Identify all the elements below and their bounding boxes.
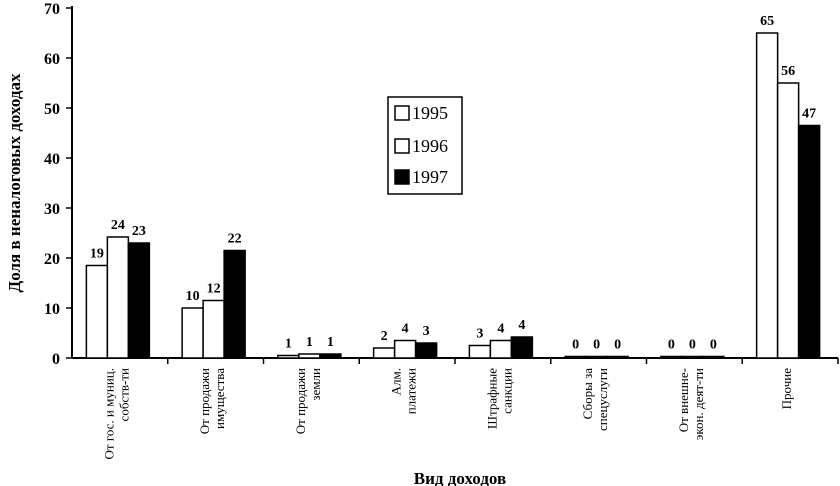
legend-label-1997: 1997 — [412, 167, 448, 187]
category-label-2: От продажиземли — [293, 368, 323, 434]
y-axis-title: Доля в неналоговых доходах — [5, 73, 24, 292]
data-label-1996-1: 12 — [207, 282, 221, 297]
data-label-1995-6: 0 — [668, 338, 675, 353]
data-label-1996-3: 4 — [402, 322, 409, 337]
category-label-3: Алм.платежи — [389, 368, 419, 414]
category-label-7: Прочие — [779, 368, 794, 410]
category-label-line: платежи — [404, 368, 419, 414]
data-label-1997-2: 1 — [327, 335, 334, 350]
bar-1996-3 — [393, 339, 417, 359]
data-label-1996-2: 1 — [306, 335, 313, 350]
data-label-1997-3: 3 — [423, 324, 430, 339]
category-label-6: От внешне-экон. деят-ти — [676, 368, 706, 440]
legend-item-1995: 1995 — [394, 103, 448, 123]
legend-swatch-1995 — [394, 105, 410, 121]
category-label-line: От продажи — [197, 368, 212, 434]
y-tick-label: 10 — [44, 301, 60, 318]
y-tick-label: 30 — [44, 201, 60, 218]
category-label-line: имущества — [212, 368, 227, 429]
y-tick-label: 50 — [44, 101, 60, 118]
data-label-1995-2: 1 — [285, 337, 292, 352]
x-axis-title: Вид доходов — [414, 469, 506, 486]
category-label-line: От продажи — [293, 368, 308, 434]
data-label-1997-1: 22 — [228, 232, 242, 247]
y-axis-ticks: 0 10 20 30 40 50 60 70 — [44, 1, 72, 368]
data-label-1997-6: 0 — [710, 338, 717, 353]
category-label-0: От гос. и муниц.собств-ти — [101, 368, 131, 460]
data-label-1997-4: 4 — [518, 318, 525, 333]
bar-1995-3 — [372, 347, 396, 359]
bar-1997-5 — [606, 355, 629, 359]
data-label-1995-0: 19 — [90, 247, 104, 262]
bar-1997-3 — [414, 342, 438, 359]
legend-item-1997: 1997 — [394, 167, 448, 187]
legend-label-1995: 1995 — [412, 103, 448, 123]
legend-item-1996: 1996 — [394, 136, 448, 156]
data-label-1996-7: 56 — [781, 64, 795, 79]
data-label-1995-4: 3 — [476, 327, 483, 342]
bar-1996-0 — [106, 236, 130, 359]
legend-swatch-1997 — [394, 169, 410, 185]
bar-1996-6 — [681, 355, 704, 359]
bar-1997-7 — [797, 124, 821, 359]
category-label-1: От продажиимущества — [197, 368, 227, 434]
data-label-1996-0: 24 — [111, 218, 125, 233]
data-label-1996-5: 0 — [593, 338, 600, 353]
legend-label-1996: 1996 — [412, 136, 448, 156]
data-label-1997-5: 0 — [614, 338, 621, 353]
y-tick-label: 60 — [44, 51, 60, 68]
category-label-line: земли — [308, 368, 323, 401]
y-tick-label: 40 — [44, 151, 60, 168]
legend-swatch-1996 — [394, 138, 410, 154]
category-label-line: санкции — [499, 368, 514, 414]
bar-1997-4 — [510, 336, 534, 359]
bar-1997-2 — [319, 353, 342, 359]
data-label-1995-5: 0 — [572, 338, 579, 353]
bar-1996-7 — [776, 82, 800, 359]
category-label-line: От гос. и муниц. — [101, 368, 116, 459]
bar-1997-0 — [127, 242, 151, 359]
category-labels: От гос. и муниц.собств-ти От продажиимуще… — [101, 368, 794, 460]
category-label-line: Алм. — [389, 368, 404, 395]
bar-1997-1 — [223, 249, 246, 359]
bar-1995-0 — [85, 264, 109, 359]
bar-1995-5 — [564, 355, 587, 359]
category-label-line: Прочие — [779, 368, 794, 410]
y-tick-label: 70 — [44, 1, 60, 18]
category-label-line: От внешне- — [676, 368, 691, 432]
bar-1996-4 — [489, 339, 513, 359]
category-label-line: Штрафные — [484, 368, 499, 429]
category-label-4: Штрафныесанкции — [484, 368, 514, 429]
data-label-1995-7: 65 — [760, 14, 774, 29]
data-label-1997-0: 23 — [132, 224, 146, 239]
bar-1995-6 — [660, 355, 683, 359]
bar-1995-1 — [181, 307, 204, 359]
category-label-line: спецуслуги — [595, 368, 610, 431]
y-tick-label: 20 — [44, 251, 60, 268]
bar-1995-7 — [755, 32, 779, 359]
bar-1996-2 — [298, 353, 321, 359]
bar-1996-5 — [585, 355, 608, 359]
bar-1995-4 — [468, 344, 492, 359]
data-label-1995-3: 2 — [381, 329, 388, 344]
data-label-1995-1: 10 — [186, 289, 200, 304]
category-label-line: собств-ти — [116, 368, 131, 421]
data-label-1996-6: 0 — [689, 338, 696, 353]
legend: 1995 1996 1997 — [387, 96, 463, 195]
data-label-1996-4: 4 — [497, 322, 504, 337]
bar-1995-2 — [277, 354, 300, 359]
category-label-5: Сборы заспецуслуги — [580, 368, 610, 431]
data-label-1997-7: 47 — [802, 107, 816, 122]
bar-1997-6 — [702, 355, 725, 359]
category-label-line: Сборы за — [580, 368, 595, 420]
y-tick-label: 0 — [52, 351, 60, 368]
bar-1996-1 — [202, 299, 225, 359]
bars — [85, 32, 821, 359]
category-label-line: экон. деят-ти — [691, 368, 706, 440]
